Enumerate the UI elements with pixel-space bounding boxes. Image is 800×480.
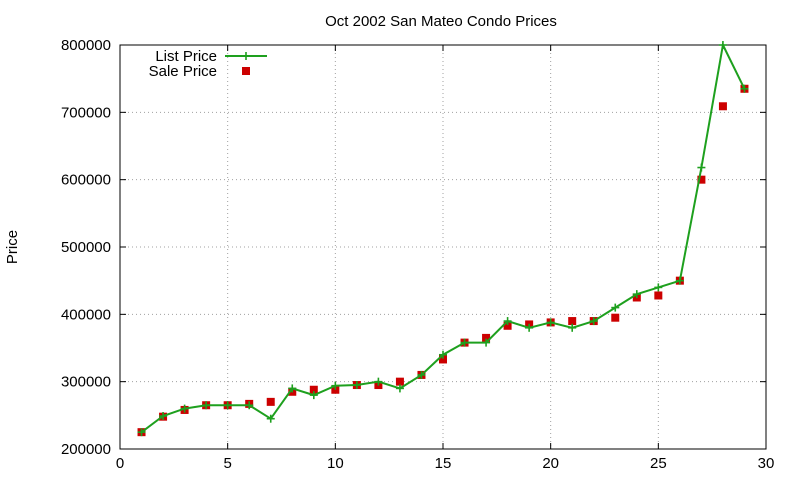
list-price-point [180,404,189,413]
legend: List Price Sale Price [149,48,267,80]
legend-label-sale-price: Sale Price [149,63,217,80]
series [137,41,749,437]
list-price-point [352,381,361,390]
list-price-point [546,318,555,327]
sale-price-point [439,355,447,364]
list-price-point [525,323,534,332]
sale-price-point [266,397,275,406]
sale-price-point [503,321,512,330]
x-tick-label: 0 [116,455,124,472]
y-tick-label: 700000 [61,104,111,121]
list-price-point [439,350,447,359]
x-axis-ticks: 0 5 10 15 20 25 30 [116,45,775,472]
y-tick-label: 600000 [61,172,111,189]
y-tick-label: 800000 [61,37,111,54]
x-tick-label: 5 [223,455,231,472]
list-price-point [718,41,727,49]
list-price-point [223,401,232,410]
list-price-point [568,323,577,332]
list-price-point [309,391,318,400]
legend-sample-cross [242,52,250,60]
list-price-point [697,163,706,172]
legend-label-list-price: List Price [155,48,217,65]
sale-price-point [611,313,620,322]
y-tick-label: 300000 [61,374,111,391]
list-price-line [140,41,746,433]
list-price-point [460,338,469,347]
y-tick-label: 500000 [61,239,111,256]
list-price-point [611,303,620,312]
x-tick-label: 25 [650,455,667,472]
y-tick-label: 400000 [61,306,111,323]
list-price-point [331,381,340,390]
list-price-point [266,414,275,423]
sale-price-point [331,385,340,394]
list-price-point [740,84,749,93]
sale-price-point [718,102,727,111]
list-price-point [395,384,404,393]
grid [120,45,766,449]
list-price-point [589,317,598,326]
x-tick-label: 15 [435,455,452,472]
list-price-point [632,290,641,299]
legend-sample-square [242,67,250,75]
list-price-point [137,428,146,437]
sale-price-point [395,377,404,386]
list-price-point [374,377,383,386]
list-price-point [159,412,168,421]
sale-price-point [482,333,491,342]
list-price-point [482,338,491,347]
list-price-point [417,370,426,379]
chart-title: Oct 2002 San Mateo Condo Prices [325,13,557,30]
list-price-point [503,317,512,326]
x-tick-label: 30 [758,455,775,472]
y-tick-label: 200000 [61,441,111,458]
list-price-point [288,384,297,393]
sale-price-point [654,291,663,300]
list-price-point [245,401,254,410]
sale-price-point [568,317,577,326]
list-price-point [202,401,211,410]
y-axis-label: Price [4,230,21,264]
sale-price-point [697,175,706,184]
sale-price-point [309,385,318,394]
series-list-price [137,41,749,437]
list-price-point [654,283,663,292]
y-axis-ticks: 200000 300000 400000 500000 600000 700000 8000… [61,37,766,458]
x-tick-label: 10 [327,455,344,472]
x-tick-label: 20 [542,455,559,472]
list-price-point [675,276,684,285]
